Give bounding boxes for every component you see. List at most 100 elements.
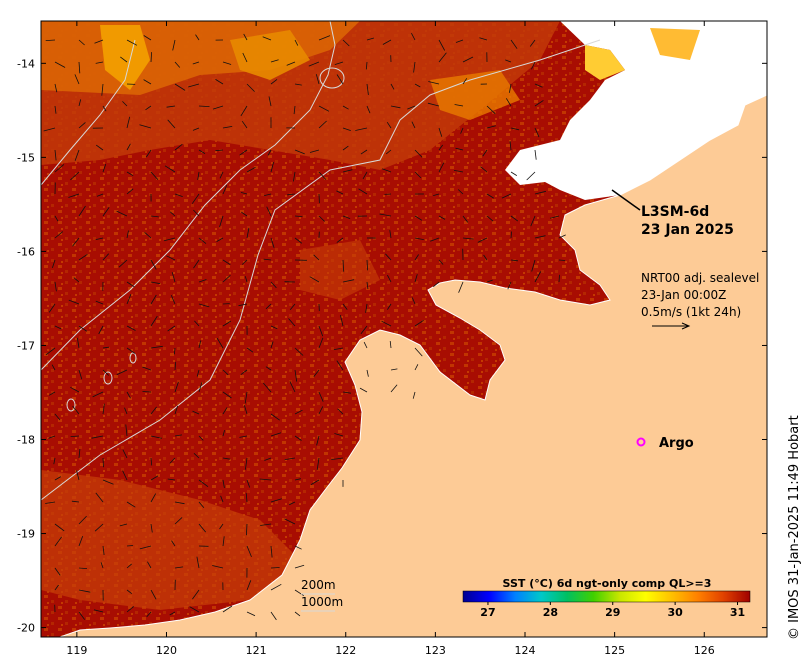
current-arrow <box>486 193 494 199</box>
current-arrow <box>509 141 512 151</box>
current-arrow <box>174 501 185 505</box>
current-arrow <box>145 105 152 111</box>
current-arrow <box>197 171 200 181</box>
current-arrow <box>146 611 152 618</box>
current-arrow <box>366 83 369 95</box>
current-arrow <box>550 215 560 219</box>
current-arrow <box>390 368 398 371</box>
current-arrow <box>262 36 272 41</box>
current-arrow <box>174 83 186 91</box>
current-arrow <box>54 523 65 532</box>
current-arrow <box>191 193 200 204</box>
current-arrow <box>336 360 344 371</box>
no-data-region <box>505 21 767 200</box>
current-arrow <box>366 105 371 114</box>
current-arrow <box>334 433 344 437</box>
current-arrow <box>313 254 320 261</box>
current-arrow <box>310 479 320 485</box>
current-arrow <box>70 386 80 393</box>
current-arrow <box>51 364 56 371</box>
current-arrow <box>414 274 418 283</box>
current-arrow <box>126 589 133 595</box>
current-arrow <box>122 470 128 481</box>
current-arrow <box>122 101 128 107</box>
current-arrow <box>288 318 296 327</box>
current-arrow <box>193 453 200 459</box>
current-arrow <box>54 413 61 421</box>
current-arrow <box>289 501 296 506</box>
current-arrow <box>72 237 80 247</box>
product-name: L3SM-6d <box>641 204 709 220</box>
current-arrow <box>428 81 440 85</box>
current-arrow <box>365 303 368 313</box>
current-arrow <box>534 100 544 107</box>
contour-1000m <box>41 21 336 371</box>
current-arrow <box>382 168 392 173</box>
current-arrow <box>126 171 134 177</box>
current-arrow <box>54 61 66 68</box>
current-arrow <box>270 341 274 349</box>
current-arrow <box>342 39 350 47</box>
current-arrow <box>262 382 272 393</box>
current-arrow <box>95 300 104 305</box>
current-arrow <box>174 61 181 68</box>
current-arrow <box>102 545 105 556</box>
current-arrow <box>263 258 272 261</box>
current-arrow <box>509 83 512 93</box>
current-arrow <box>244 391 248 404</box>
current-arrow <box>54 281 57 292</box>
current-arrow <box>198 382 203 393</box>
current-arrow <box>54 476 62 481</box>
current-arrow <box>316 435 320 446</box>
current-arrow <box>534 271 542 283</box>
current-arrow <box>78 449 81 459</box>
current-arrow <box>477 237 488 243</box>
current-arrow <box>78 99 82 107</box>
current-arrow <box>318 391 324 402</box>
current-arrow <box>342 215 351 219</box>
current-arrow <box>505 59 512 63</box>
current-arrow <box>71 500 80 503</box>
colorbar-title: SST (°C) 6d ngt-only comp QL>=3 <box>503 577 712 590</box>
current-arrow <box>76 470 80 481</box>
current-arrow <box>287 193 296 196</box>
current-arrow <box>293 105 296 115</box>
current-arrow <box>270 545 273 558</box>
current-arrow <box>126 281 135 288</box>
current-arrow <box>139 545 152 550</box>
current-arrow <box>390 83 395 90</box>
current-arrow <box>501 193 512 199</box>
current-arrow <box>411 33 416 41</box>
current-arrow <box>143 35 152 41</box>
current-arrow <box>220 495 224 503</box>
current-arrow <box>390 384 398 393</box>
current-arrow <box>198 149 206 154</box>
current-arrow <box>52 259 56 269</box>
current-arrow <box>222 457 231 460</box>
contour-label-200m: 200m <box>301 578 336 592</box>
current-arrow <box>366 37 375 41</box>
current-arrow <box>294 545 302 550</box>
current-arrow <box>194 320 200 327</box>
current-arrow <box>174 193 183 197</box>
current-arrow <box>169 457 176 464</box>
current-arrow <box>196 556 200 569</box>
current-arrow <box>386 121 392 129</box>
current-arrow <box>54 105 57 114</box>
current-arrow <box>49 391 56 396</box>
current-arrow <box>167 119 176 129</box>
current-arrow <box>486 125 496 129</box>
current-arrow <box>482 149 488 157</box>
current-arrow <box>102 369 109 376</box>
current-arrow <box>91 435 104 439</box>
current-arrow <box>318 171 327 180</box>
current-arrow <box>126 545 134 547</box>
current-arrow <box>212 105 224 110</box>
current-arrow <box>216 337 224 349</box>
current-arrow <box>219 523 224 530</box>
current-arrow <box>222 126 233 129</box>
current-arrow <box>188 83 200 88</box>
current-arrow <box>366 259 368 271</box>
lat-tick-label: -19 <box>17 528 35 541</box>
current-arrow <box>309 149 320 153</box>
